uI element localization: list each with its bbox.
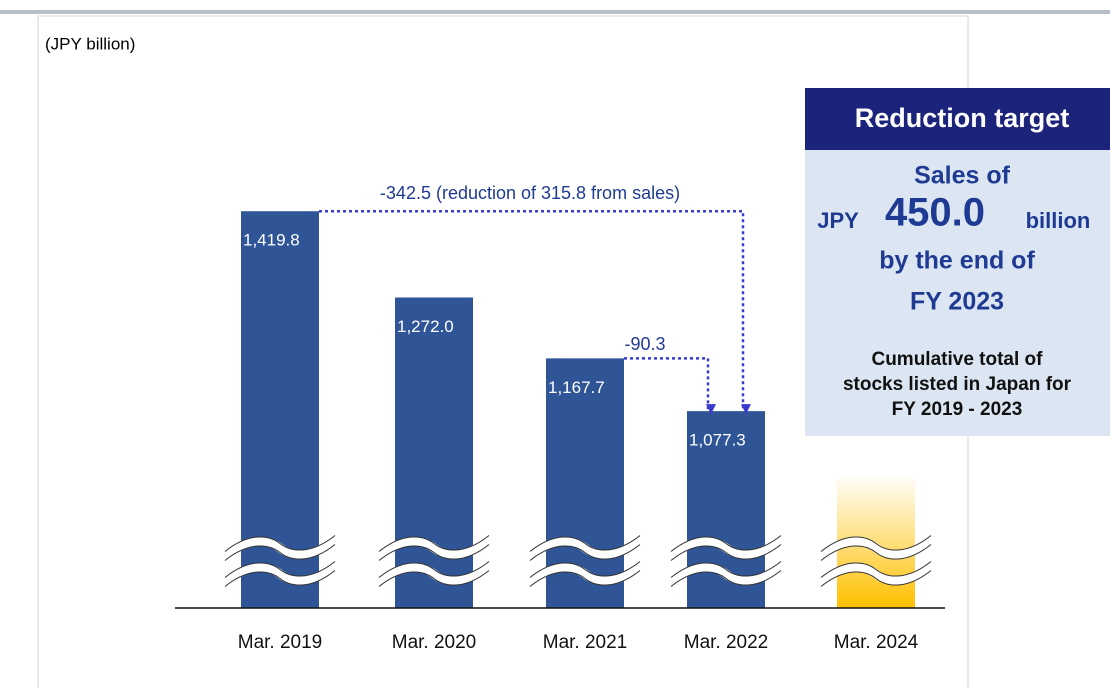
x-tick-label: Mar. 2019 — [238, 632, 323, 653]
data-label: 1,167.7 — [548, 378, 605, 397]
target-note: Cumulative total of — [871, 349, 1043, 370]
axis-break-edge — [670, 544, 782, 561]
axis-break-edge — [378, 570, 490, 587]
data-label: 1,077.3 — [689, 431, 746, 450]
annotation: -342.5 (reduction of 315.8 from sales) — [380, 183, 680, 203]
target-body-bg — [805, 150, 1110, 436]
x-tick-label: Mar. 2021 — [543, 632, 628, 653]
x-tick-label: Mar. 2022 — [684, 632, 769, 653]
target-text: JPY — [817, 208, 859, 233]
axis-break-edge — [529, 544, 641, 561]
x-tick-label: Mar. 2024 — [834, 632, 919, 653]
target-text: FY 2023 — [910, 288, 1004, 316]
target-text: billion — [1026, 208, 1091, 233]
axis-break — [527, 536, 643, 560]
axis-break — [527, 562, 643, 586]
axis-break-edge — [820, 535, 932, 552]
axis-break-edge — [529, 561, 641, 578]
axis-break-edge — [224, 535, 336, 552]
axis-break-edge — [224, 570, 336, 587]
axis-break — [818, 562, 934, 586]
axis-break-edge — [670, 561, 782, 578]
axis-break-edge — [529, 570, 641, 587]
axis-break — [222, 536, 338, 560]
axis-break-edge — [224, 544, 336, 561]
target-header-bg — [805, 88, 1110, 150]
data-label: 1,419.8 — [243, 231, 300, 250]
x-tick-label: Mar. 2020 — [392, 632, 477, 653]
axis-break-edge — [224, 561, 336, 578]
axis-break-edge — [378, 561, 490, 578]
target-text: Sales of — [914, 162, 1011, 190]
axis-break — [222, 562, 338, 586]
target-note: stocks listed in Japan for — [843, 374, 1072, 395]
annotation-arrow — [624, 357, 716, 415]
target-amount: 450.0 — [885, 191, 985, 235]
unit-label: (JPY billion) — [45, 34, 135, 53]
target-header: Reduction target — [855, 103, 1070, 133]
axis-break — [668, 562, 784, 586]
axis-break-edge — [820, 544, 932, 561]
axis-break-edge — [378, 544, 490, 561]
annotation: -90.3 — [624, 334, 665, 354]
bar — [395, 297, 473, 608]
axis-break — [376, 562, 492, 586]
top-rule — [0, 10, 1110, 14]
axis-break-edge — [670, 535, 782, 552]
axis-break-edge — [670, 570, 782, 587]
axis-break — [376, 536, 492, 560]
axis-break-edge — [378, 535, 490, 552]
axis-break-edge — [820, 570, 932, 587]
axis-break-edge — [529, 535, 641, 552]
axis-break — [818, 536, 934, 560]
target-text: by the end of — [879, 247, 1035, 275]
axis-break-edge — [820, 561, 932, 578]
annotation-arrow — [319, 209, 751, 415]
data-label: 1,272.0 — [397, 317, 454, 336]
axis-break — [668, 536, 784, 560]
target-note: FY 2019 - 2023 — [892, 399, 1023, 420]
